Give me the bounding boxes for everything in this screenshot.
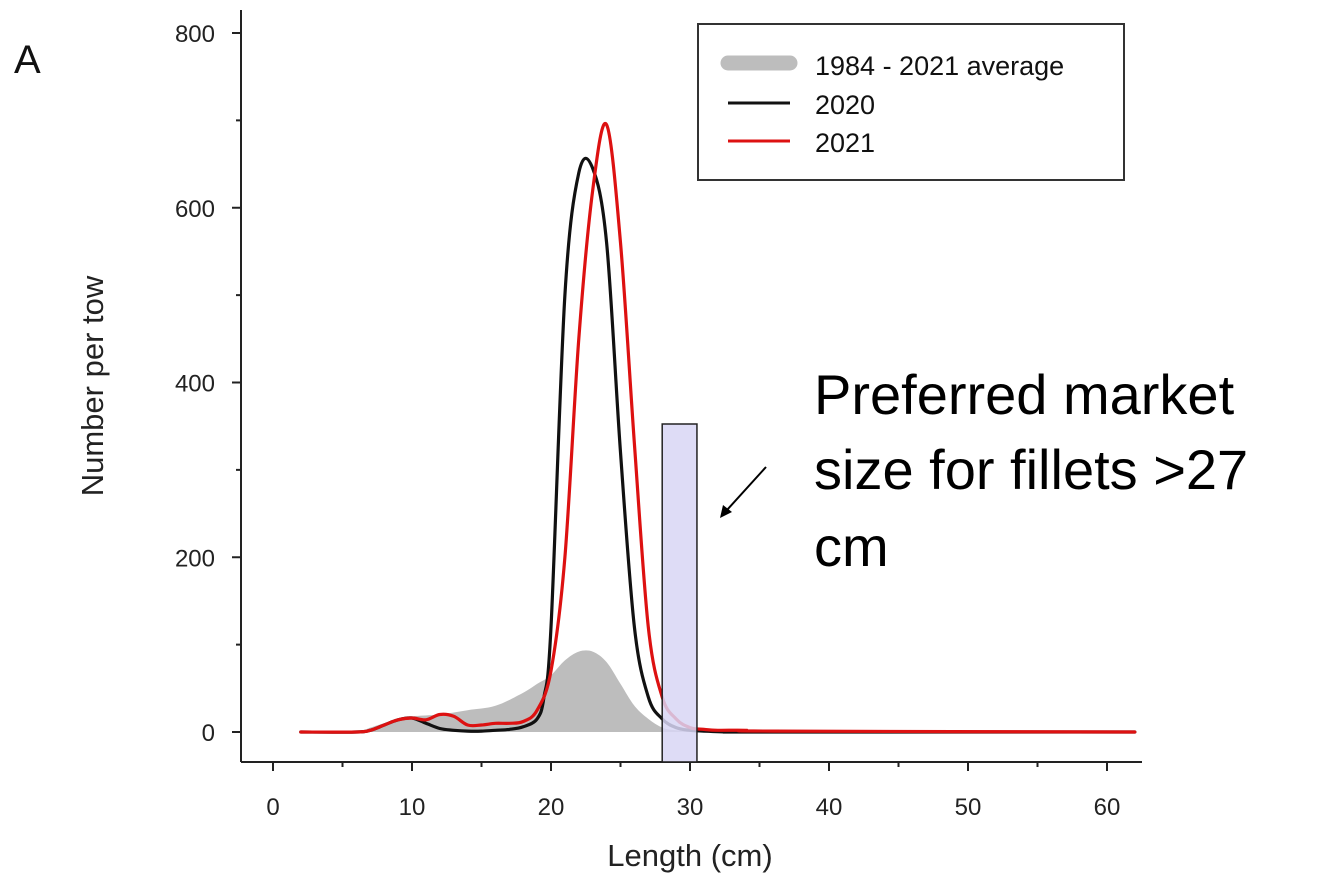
y-tick-label: 600 (175, 196, 215, 223)
series-area-1984-2021-average (300, 650, 1135, 733)
panel-label: A (14, 38, 41, 82)
legend-label-average: 1984 - 2021 average (815, 51, 1064, 81)
x-tick-label: 60 (1094, 794, 1121, 821)
legend-label-2020: 2020 (815, 90, 875, 120)
x-tick-label: 40 (816, 794, 843, 821)
annotation: Preferred market size for fillets >27 cm (720, 363, 1248, 578)
x-axis-title: Length (cm) (607, 838, 772, 873)
x-tick-label: 20 (538, 794, 565, 821)
x-tick-label: 0 (266, 794, 279, 821)
y-tick-label: 0 (202, 720, 215, 747)
market-size-highlight (661, 423, 698, 763)
x-tick-label: 10 (399, 794, 426, 821)
y-tick-label: 800 (175, 21, 215, 48)
y-axis-title: Number per tow (75, 275, 110, 496)
series-line-2021 (299, 121, 1137, 734)
annotation-line-2: size for fillets >27 (814, 438, 1248, 501)
x-tick-label: 50 (955, 794, 982, 821)
series-layer (299, 121, 1137, 734)
x-axis-ticks: 0 10 20 30 40 50 60 (266, 762, 1120, 821)
y-tick-label: 200 (175, 545, 215, 572)
x-tick-label: 30 (677, 794, 704, 821)
annotation-line-3: cm (814, 515, 889, 578)
legend-label-2021: 2021 (815, 128, 875, 158)
annotation-arrow-icon (720, 505, 732, 518)
y-axis-ticks: 0 200 400 600 800 (175, 21, 241, 747)
annotation-arrow-line (726, 466, 767, 511)
y-axis: 0 200 400 600 800 (175, 10, 242, 762)
legend: 1984 - 2021 average 2020 2021 (697, 23, 1125, 181)
annotation-line-1: Preferred market (814, 363, 1235, 426)
x-axis: 0 10 20 30 40 50 60 (241, 761, 1142, 821)
y-tick-label: 400 (175, 371, 215, 398)
